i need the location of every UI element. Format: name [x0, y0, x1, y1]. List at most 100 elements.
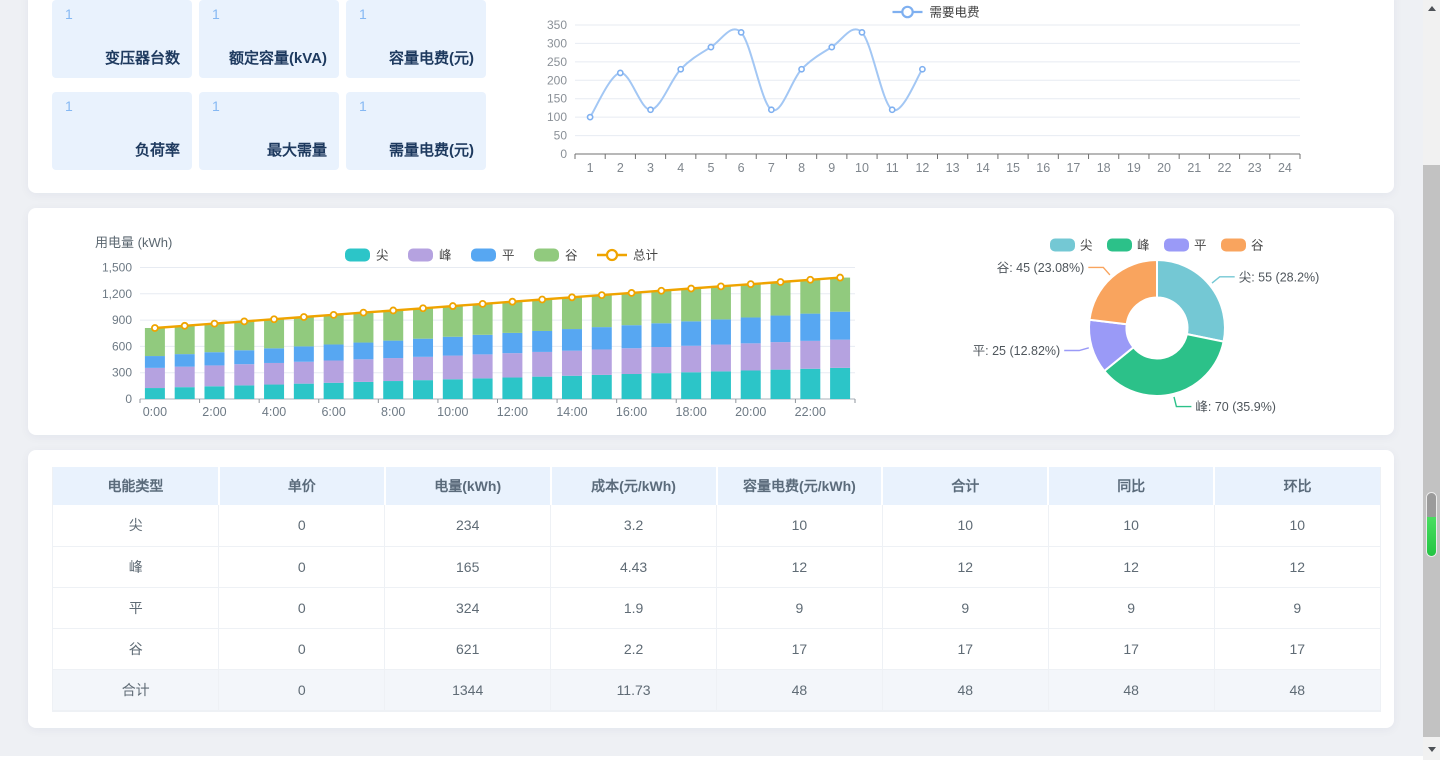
svg-text:150: 150	[547, 92, 567, 106]
bar-chart-title: 用电量 (kWh)	[95, 235, 172, 250]
svg-text:18:00: 18:00	[676, 405, 707, 419]
donut-legend[interactable]: 尖峰平谷	[1050, 238, 1264, 253]
svg-text:需要电费: 需要电费	[930, 6, 980, 20]
svg-text:9: 9	[828, 161, 835, 175]
svg-text:谷: 谷	[1251, 239, 1264, 253]
svg-text:20:00: 20:00	[735, 405, 766, 419]
svg-text:平: 25 (12.82%): 平: 25 (12.82%)	[973, 344, 1061, 358]
table-cell: 48	[716, 669, 883, 711]
svg-text:12: 12	[915, 161, 929, 175]
stat-card-max-demand: 1 最大需量	[199, 92, 339, 170]
svg-text:1: 1	[587, 161, 594, 175]
svg-text:峰: 峰	[439, 249, 452, 263]
svg-text:总计: 总计	[633, 249, 658, 263]
table-cell: 1344	[384, 669, 552, 711]
svg-text:尖: 尖	[1080, 239, 1093, 253]
usage-ratio-donut-chart[interactable]: 尖: 55 (28.2%) 峰: 70 (35.9%) 平: 25 (12.82%)…	[950, 228, 1390, 428]
svg-text:0: 0	[560, 147, 567, 161]
stat-card-label: 最大需量	[266, 142, 327, 159]
table-cell: 17	[1214, 628, 1380, 670]
table-header-cell: 成本(元/kWh)	[550, 467, 718, 505]
table-cell: 10	[882, 505, 1049, 547]
table-header-cell: 电量(kWh)	[384, 467, 552, 505]
svg-text:14:00: 14:00	[556, 405, 587, 419]
svg-text:18: 18	[1097, 161, 1111, 175]
svg-text:200: 200	[547, 73, 567, 87]
svg-text:300: 300	[547, 36, 567, 50]
scroll-down-arrow-icon[interactable]	[1423, 741, 1440, 758]
svg-text:14: 14	[976, 161, 990, 175]
total-line-series	[150, 273, 845, 332]
table-cell: 621	[384, 628, 552, 670]
stat-card-value: 1	[212, 6, 220, 22]
line-chart-legend[interactable]: 需要电费	[892, 6, 980, 20]
table-cell: 10	[1048, 505, 1215, 547]
table-cell: 17	[716, 628, 883, 670]
table-cell: 12	[1214, 546, 1380, 588]
scrollbar-thumb[interactable]	[1423, 165, 1440, 737]
table-cell: 12	[1048, 546, 1215, 588]
table-header-cell: 环比	[1214, 467, 1380, 505]
table-header-cell: 合计	[882, 467, 1050, 505]
bar-chart-legend[interactable]: 尖 峰 平 谷 总计	[345, 248, 658, 263]
table-row: 谷 0 621 2.2 17 17 17 17	[53, 628, 1380, 670]
svg-text:谷: 谷	[565, 249, 578, 263]
table-cell: 17	[1048, 628, 1215, 670]
svg-text:16: 16	[1036, 161, 1050, 175]
svg-text:20: 20	[1157, 161, 1171, 175]
stat-card-label: 需量电费(元)	[389, 142, 474, 159]
green-scroll-indicator	[1426, 492, 1437, 557]
svg-text:6: 6	[738, 161, 745, 175]
table-header-cell: 单价	[218, 467, 386, 505]
svg-text:900: 900	[112, 313, 132, 327]
svg-text:3: 3	[647, 161, 654, 175]
table-header-cell: 容量电费(元/kWh)	[716, 467, 884, 505]
table-cell: 3.2	[550, 505, 717, 547]
svg-text:2:00: 2:00	[202, 405, 226, 419]
stacked-bars-layer	[144, 277, 851, 399]
table-cell: 9	[882, 587, 1049, 629]
svg-text:尖: 尖	[376, 249, 389, 263]
stat-card-capacity-fee: 1 容量电费(元)	[346, 0, 486, 78]
stat-card-label: 负荷率	[134, 142, 180, 159]
svg-text:峰: 70 (35.9%): 峰: 70 (35.9%)	[1195, 400, 1276, 414]
table-header-row: 电能类型 单价 电量(kWh) 成本(元/kWh) 容量电费(元/kWh) 合计 同比 环比	[53, 467, 1380, 505]
svg-text:10:00: 10:00	[437, 405, 468, 419]
table-cell: 9	[1048, 587, 1215, 629]
svg-text:300: 300	[112, 366, 132, 380]
svg-text:22:00: 22:00	[795, 405, 826, 419]
table-body: 尖 0 234 3.2 10 10 10 10 峰 0 165 4.43 12 12 12 12 平 0 324 1.…	[53, 505, 1380, 711]
svg-text:平: 平	[1194, 239, 1207, 253]
svg-text:350: 350	[547, 18, 567, 32]
table-cell: 324	[384, 587, 552, 629]
scroll-up-arrow-icon[interactable]	[1423, 0, 1440, 17]
table-cell: 10	[716, 505, 883, 547]
vertical-scrollbar[interactable]	[1423, 0, 1440, 760]
table-cell: 11.73	[550, 669, 717, 711]
svg-text:0: 0	[125, 392, 132, 406]
svg-text:15: 15	[1006, 161, 1020, 175]
stat-card-label: 容量电费(元)	[389, 50, 474, 67]
usage-stacked-bar-chart[interactable]: 用电量 (kWh) 0 300 600 900 1,200 1,500 0:00 2:00 4:0…	[75, 230, 875, 430]
svg-text:平: 平	[502, 249, 515, 263]
svg-text:10: 10	[855, 161, 869, 175]
stat-card-value: 1	[359, 98, 367, 114]
table-total-row: 合计 0 1344 11.73 48 48 48 48	[53, 669, 1380, 711]
table-cell: 10	[1214, 505, 1380, 547]
table-cell: 48	[1214, 669, 1380, 711]
stat-card-value: 1	[65, 98, 73, 114]
table-cell: 48	[882, 669, 1049, 711]
svg-text:8:00: 8:00	[381, 405, 405, 419]
table-head: 电能类型 单价 电量(kWh) 成本(元/kWh) 容量电费(元/kWh) 合计 同比 环比	[53, 467, 1380, 505]
svg-text:7: 7	[768, 161, 775, 175]
svg-text:21: 21	[1187, 161, 1201, 175]
table-header-cell: 同比	[1048, 467, 1216, 505]
table-cell: 平	[53, 587, 220, 629]
svg-text:4:00: 4:00	[262, 405, 286, 419]
stat-card-value: 1	[359, 6, 367, 22]
stat-card-load-rate: 1 负荷率	[52, 92, 192, 170]
table-cell: 165	[384, 546, 552, 588]
demand-fee-series	[586, 28, 926, 121]
